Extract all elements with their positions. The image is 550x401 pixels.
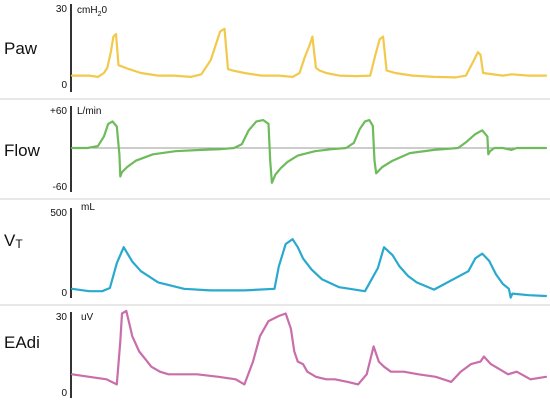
tick-label-max: +60 [50,106,67,117]
unit-label: cmH20 [77,5,107,18]
panel-label: Paw [4,39,38,58]
series-line-flow [70,118,548,184]
series-line-vt [70,238,548,299]
tick-label-min: 0 [61,80,67,91]
tick-label-max: 30 [56,312,68,323]
panel-eadi: 30 0 uV EAdi [4,309,548,399]
unit-label: L/min [77,106,101,117]
panels: 30 0 cmH20 Paw +60 -60 L/min Flow 500 0 mL VT 30 0 uV E… [0,4,550,399]
panel-paw: 30 0 cmH20 Paw [0,4,550,100]
tick-label-min: 0 [61,288,67,299]
panel-flow: +60 -60 L/min Flow [0,106,550,200]
panel-vt: 500 0 mL VT [0,202,550,306]
series-line-paw [70,27,548,79]
unit-label: mL [81,202,95,213]
tick-label-min: 0 [61,388,67,399]
panel-label: EAdi [4,333,40,352]
unit-label: uV [81,312,94,323]
tick-label-max: 500 [50,208,67,219]
panel-label: Flow [4,141,41,160]
tick-label-min: -60 [53,182,68,193]
panel-label: VT [4,231,23,251]
series-line-eadi [70,309,548,386]
tick-label-max: 30 [56,4,68,15]
